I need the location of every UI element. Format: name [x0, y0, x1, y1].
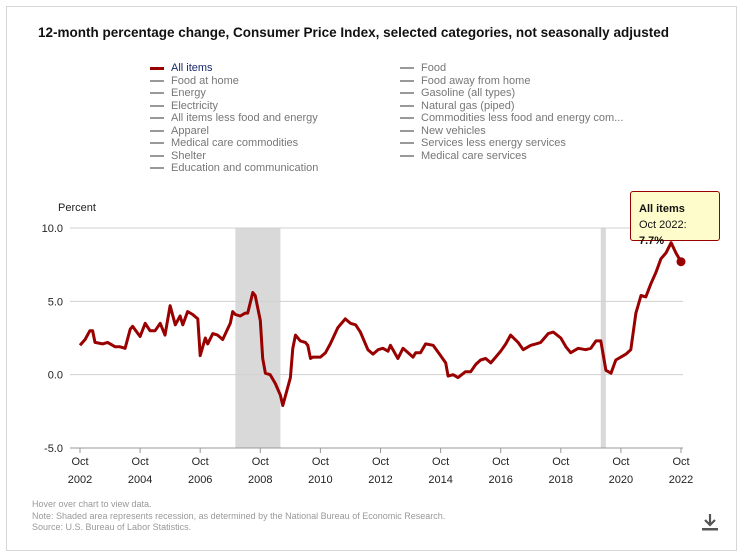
tooltip-title: All items	[639, 203, 685, 215]
x-tick-label-month: Oct	[312, 456, 329, 468]
legend-item-electricity[interactable]: Electricity	[150, 100, 318, 113]
download-icon-glyph	[702, 514, 718, 531]
x-tick-label-year: 2018	[549, 474, 573, 486]
legend-item-medical-care-commodities[interactable]: Medical care commodities	[150, 137, 318, 150]
x-tick-label-year: 2004	[128, 474, 152, 486]
y-tick-label: -5.0	[44, 443, 63, 455]
x-tick-label-year: 2020	[609, 474, 633, 486]
x-tick-label-month: Oct	[71, 456, 88, 468]
x-tick-label-month: Oct	[252, 456, 269, 468]
legend-swatch	[400, 67, 414, 70]
x-tick-label-month: Oct	[192, 456, 209, 468]
legend-swatch	[150, 104, 164, 107]
legend-item-food[interactable]: Food	[400, 62, 623, 75]
y-tick-label: 10.0	[42, 223, 63, 235]
legend-swatch	[400, 92, 414, 95]
chart-title: 12-month percentage change, Consumer Pri…	[38, 25, 669, 40]
legend-swatch	[150, 142, 164, 145]
gridlines	[70, 227, 683, 449]
legend-item-new-vehicles[interactable]: New vehicles	[400, 125, 623, 138]
series-layer	[78, 241, 686, 407]
note-recession: Note: Shaded area represents recession, …	[32, 510, 446, 521]
legend-item-apparel[interactable]: Apparel	[150, 125, 318, 138]
y-axis-label: Percent	[58, 202, 96, 214]
legend-swatch	[150, 167, 164, 170]
legend-swatch	[150, 154, 164, 157]
x-tick-label-month: Oct	[372, 456, 389, 468]
legend-item-commodities-less-food-energy[interactable]: Commodities less food and energy com...	[400, 112, 623, 125]
x-tick-label-year: 2002	[68, 474, 92, 486]
legend-item-energy[interactable]: Energy	[150, 87, 318, 100]
chart-panel	[6, 6, 737, 551]
x-tick-label-year: 2022	[669, 474, 693, 486]
x-axis-ticks: Oct 2002 Oct 2004 Oct 2006 Oct 2008 Oct 2010 Oct 20…	[68, 448, 693, 486]
x-tick-label-month: Oct	[552, 456, 569, 468]
legend-swatch	[150, 129, 164, 132]
legend-swatch	[400, 104, 414, 107]
note-hover-hint: Hover over chart to view data.	[32, 499, 152, 509]
download-icon[interactable]	[700, 512, 720, 532]
series-line-all-items	[78, 241, 683, 407]
legend-swatch	[400, 117, 414, 120]
y-tick-label: 0.0	[48, 370, 63, 382]
y-tick-label: 5.0	[48, 296, 63, 308]
legend-item-education-communication[interactable]: Education and communication	[150, 162, 318, 175]
recession-shading	[235, 228, 606, 448]
x-tick-label-year: 2008	[248, 474, 272, 486]
x-tick-label-month: Oct	[672, 456, 689, 468]
legend-swatch	[400, 129, 414, 132]
note-source: Source: U.S. Bureau of Labor Statistics.	[32, 522, 192, 532]
tooltip-line: Oct 2022: 7.7%	[639, 217, 711, 249]
legend-swatch	[150, 92, 164, 95]
highlight-point	[676, 257, 686, 267]
legend-swatch	[150, 66, 164, 70]
legend-item-gasoline[interactable]: Gasoline (all types)	[400, 87, 623, 100]
legend-item-medical-care-services[interactable]: Medical care services	[400, 150, 623, 163]
x-tick-label-year: 2016	[488, 474, 512, 486]
legend-column-left: All items Food at home Energy Electricit…	[150, 62, 318, 175]
x-tick-label-month: Oct	[492, 456, 509, 468]
legend-swatch	[150, 117, 164, 120]
x-tick-label-month: Oct	[132, 456, 149, 468]
x-tick-label-year: 2006	[188, 474, 212, 486]
legend-item-all-items[interactable]: All items	[150, 62, 318, 75]
legend-item-all-items-less-food-energy[interactable]: All items less food and energy	[150, 112, 318, 125]
legend-item-services-less-energy[interactable]: Services less energy services	[400, 137, 623, 150]
legend-swatch	[400, 79, 414, 82]
recession-band-1	[600, 228, 606, 448]
legend-column-right: Food Food away from home Gasoline (all t…	[400, 62, 623, 162]
chart-notes: Hover over chart to view data. Note: Sha…	[32, 499, 445, 534]
legend-item-shelter[interactable]: Shelter	[150, 150, 318, 163]
x-tick-label-year: 2010	[308, 474, 332, 486]
x-tick-label-month: Oct	[612, 456, 629, 468]
x-tick-label-year: 2012	[368, 474, 392, 486]
tooltip-value: 7.7%	[639, 235, 665, 247]
legend-swatch	[400, 154, 414, 157]
recession-band-0	[235, 228, 281, 448]
x-tick-label-year: 2014	[428, 474, 452, 486]
x-tick-label-month: Oct	[432, 456, 449, 468]
tooltip-label: Oct 2022:	[639, 219, 687, 231]
legend-item-natural-gas[interactable]: Natural gas (piped)	[400, 100, 623, 113]
legend-item-food-at-home[interactable]: Food at home	[150, 75, 318, 88]
data-tooltip: All items Oct 2022: 7.7%	[630, 191, 720, 247]
legend-swatch	[400, 142, 414, 145]
y-axis-ticks: 10.0 5.0 0.0 -5.0	[42, 223, 63, 455]
legend-swatch	[150, 79, 164, 82]
legend-item-food-away-from-home[interactable]: Food away from home	[400, 75, 623, 88]
